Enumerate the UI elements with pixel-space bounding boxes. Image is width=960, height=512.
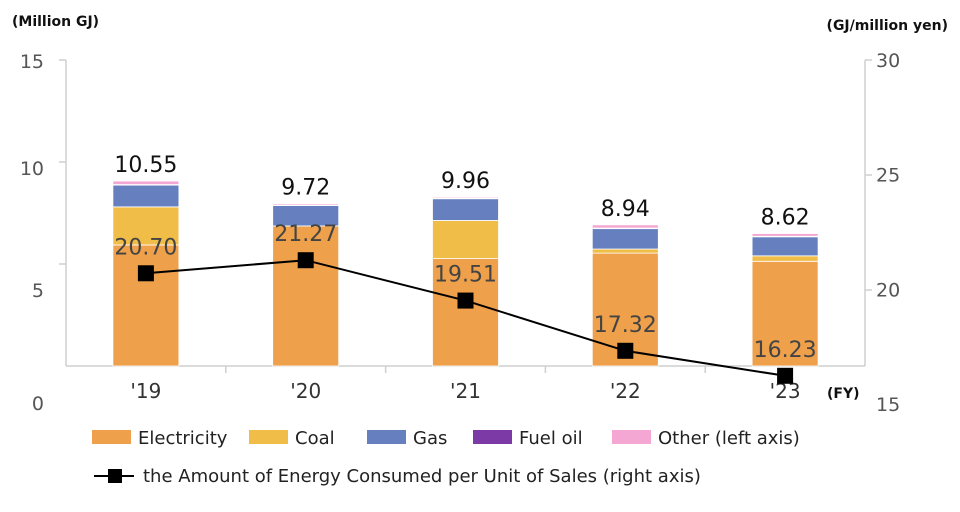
- bar-other-left-axis: [751, 233, 819, 237]
- line-marker: [777, 367, 794, 384]
- legend-swatch: [367, 430, 406, 444]
- left-axis-tick-label: 5: [32, 280, 44, 302]
- line-value-label: 17.32: [594, 313, 657, 338]
- bar-gas: [751, 236, 819, 257]
- bar-coal: [432, 220, 499, 259]
- x-axis-tick-label: '19: [130, 379, 161, 403]
- bar-gas: [432, 198, 499, 221]
- left-axis-tick-label: 10: [20, 158, 44, 180]
- bar-total-label: 8.62: [761, 206, 810, 231]
- right-axis-tick-label: 25: [876, 165, 900, 187]
- right-axis-tick-label: 20: [876, 279, 900, 301]
- legend-line-marker: [108, 469, 122, 483]
- line-marker: [137, 265, 154, 282]
- bar-total-label: 9.96: [441, 169, 490, 194]
- bar-total-label: 8.94: [601, 197, 650, 222]
- legend-label: Other (left axis): [658, 428, 800, 449]
- legend-swatch: [612, 430, 651, 444]
- right-axis-unit-label: (GJ/million yen): [827, 18, 948, 34]
- bar-other-left-axis: [591, 224, 659, 229]
- bar-electricity: [112, 244, 180, 367]
- line-value-label: 19.51: [434, 263, 497, 288]
- bar-coal: [751, 255, 819, 262]
- line-marker: [297, 252, 314, 269]
- bar-total-label: 9.72: [281, 176, 330, 201]
- legend-swatch: [249, 430, 288, 444]
- line-value-label: 20.70: [114, 235, 177, 260]
- bar-electricity: [432, 258, 499, 367]
- bar-gas: [112, 184, 180, 208]
- line-value-label: 16.23: [754, 338, 817, 363]
- right-axis-tick-label: 15: [876, 394, 900, 416]
- bar-other-left-axis: [112, 180, 180, 185]
- bar-electricity: [272, 225, 340, 367]
- x-axis-tick-label: '22: [610, 379, 641, 403]
- line-value-label: 21.27: [274, 222, 337, 247]
- bar-other-left-axis: [432, 196, 499, 199]
- legend-label: Gas: [413, 428, 447, 449]
- x-axis-tick-label: '20: [290, 379, 321, 403]
- legend-label: the Amount of Energy Consumed per Unit o…: [143, 466, 701, 487]
- left-axis-tick-label: 0: [32, 393, 44, 415]
- bar-coal: [591, 248, 659, 254]
- x-axis-tick-label: '21: [450, 379, 481, 403]
- bar-gas: [591, 228, 659, 250]
- right-axis-tick-label: 30: [876, 50, 900, 72]
- x-axis-label: (FY): [827, 386, 860, 402]
- bar-total-label: 10.55: [114, 153, 177, 178]
- left-axis-unit-label: (Million GJ): [12, 14, 99, 30]
- legend-swatch: [473, 430, 512, 444]
- line-marker: [457, 292, 474, 309]
- bar-coal: [112, 206, 180, 246]
- legend-label: Fuel oil: [519, 428, 583, 449]
- bar-other-left-axis: [272, 203, 340, 206]
- legend-swatch: [92, 430, 131, 444]
- legend-label: Electricity: [138, 428, 228, 449]
- left-axis-tick-label: 15: [20, 51, 44, 73]
- line-marker: [617, 342, 634, 359]
- legend-label: Coal: [295, 428, 335, 449]
